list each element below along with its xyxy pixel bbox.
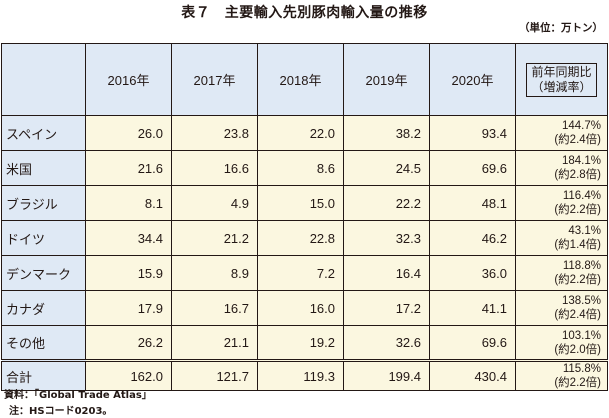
ratio-cell: 115.8% (約2.2倍) bbox=[515, 359, 608, 391]
origin-label: カナダ bbox=[1, 290, 86, 326]
ratio-percent: 184.1% bbox=[561, 155, 601, 167]
ratio-header-line2: （増減率） bbox=[531, 79, 592, 94]
origin-label: その他 bbox=[1, 325, 86, 361]
ratio-multiple: (約2.4倍) bbox=[554, 309, 601, 321]
unit-label: （単位：万トン） bbox=[519, 22, 603, 34]
volume-cell: 32.3 bbox=[343, 220, 430, 256]
ratio-multiple: (約2.2倍) bbox=[554, 204, 601, 216]
year-header: 2020年 bbox=[429, 43, 516, 116]
volume-cell: 46.2 bbox=[429, 220, 516, 256]
volume-cell: 121.7 bbox=[171, 359, 258, 391]
volume-cell: 69.6 bbox=[429, 150, 516, 186]
ratio-header-box: 前年同期比 （増減率） bbox=[526, 62, 597, 97]
ratio-cell: 43.1% (約1.4倍) bbox=[515, 220, 608, 256]
volume-cell: 7.2 bbox=[257, 255, 344, 291]
volume-cell: 8.9 bbox=[171, 255, 258, 291]
origin-label: 米国 bbox=[1, 150, 86, 186]
pork-import-table: 2016年 2017年 2018年 2019年 2020年 前年同期比 （増減率… bbox=[1, 43, 608, 391]
volume-cell: 17.9 bbox=[85, 290, 172, 326]
ratio-percent: 103.1% bbox=[561, 329, 601, 342]
volume-cell: 19.2 bbox=[257, 325, 344, 361]
ratio-multiple: (約2.4倍) bbox=[554, 134, 601, 146]
year-header: 2019年 bbox=[343, 43, 430, 116]
volume-cell: 22.8 bbox=[257, 220, 344, 256]
volume-cell: 199.4 bbox=[343, 359, 430, 391]
volume-cell: 21.1 bbox=[171, 325, 258, 361]
ratio-multiple: (約2.2倍) bbox=[554, 274, 601, 286]
hs-code-note: 注：HSコード0203。 bbox=[9, 406, 113, 417]
ratio-percent: 118.8% bbox=[562, 260, 601, 272]
volume-cell: 430.4 bbox=[429, 359, 516, 391]
volume-cell: 21.2 bbox=[171, 220, 258, 256]
ratio-cell: 103.1% (約2.0倍) bbox=[515, 325, 608, 361]
volume-cell: 93.4 bbox=[429, 115, 516, 151]
year-header: 2016年 bbox=[85, 43, 172, 116]
ratio-cell: 184.1% (約2.8倍) bbox=[515, 150, 608, 186]
table-row: スペイン 26.0 23.8 22.0 38.2 93.4 144.7% (約2.4倍) bbox=[1, 115, 608, 151]
ratio-percent: 116.4% bbox=[562, 190, 601, 202]
volume-cell: 48.1 bbox=[429, 185, 516, 221]
volume-cell: 26.2 bbox=[85, 325, 172, 361]
volume-cell: 69.6 bbox=[429, 325, 516, 361]
origin-label: ブラジル bbox=[1, 185, 86, 221]
volume-cell: 8.6 bbox=[257, 150, 344, 186]
ratio-multiple: (約2.0倍) bbox=[554, 343, 601, 356]
header-row: 2016年 2017年 2018年 2019年 2020年 前年同期比 （増減率… bbox=[1, 43, 608, 116]
volume-cell: 22.2 bbox=[343, 185, 430, 221]
ratio-cell: 116.4% (約2.2倍) bbox=[515, 185, 608, 221]
volume-cell: 21.6 bbox=[85, 150, 172, 186]
ratio-multiple: (約2.2倍) bbox=[554, 377, 601, 389]
volume-cell: 22.0 bbox=[257, 115, 344, 151]
volume-cell: 34.4 bbox=[85, 220, 172, 256]
volume-cell: 15.9 bbox=[85, 255, 172, 291]
volume-cell: 17.2 bbox=[343, 290, 430, 326]
volume-cell: 4.9 bbox=[171, 185, 258, 221]
ratio-multiple: (約2.8倍) bbox=[554, 169, 601, 181]
volume-cell: 41.1 bbox=[429, 290, 516, 326]
origin-label: デンマーク bbox=[1, 255, 86, 291]
volume-cell: 15.0 bbox=[257, 185, 344, 221]
year-header: 2017年 bbox=[171, 43, 258, 116]
ratio-percent: 115.8% bbox=[562, 363, 601, 375]
year-header: 2018年 bbox=[257, 43, 344, 116]
volume-cell: 16.4 bbox=[343, 255, 430, 291]
ratio-header-line1: 前年同期比 bbox=[531, 64, 592, 79]
corner-cell bbox=[1, 43, 86, 116]
table-row: カナダ 17.9 16.7 16.0 17.2 41.1 138.5% (約2.4倍) bbox=[1, 290, 608, 326]
volume-cell: 23.8 bbox=[171, 115, 258, 151]
ratio-header: 前年同期比 （増減率） bbox=[515, 43, 608, 116]
ratio-multiple: (約1.4倍) bbox=[554, 239, 601, 251]
origin-label: 合計 bbox=[1, 359, 86, 391]
table-row: ドイツ 34.4 21.2 22.8 32.3 46.2 43.1% (約1.4倍) bbox=[1, 220, 608, 256]
table-row: 米国 21.6 16.6 8.6 24.5 69.6 184.1% (約2.8倍) bbox=[1, 150, 608, 186]
origin-label: ドイツ bbox=[1, 220, 86, 256]
volume-cell: 36.0 bbox=[429, 255, 516, 291]
volume-cell: 26.0 bbox=[85, 115, 172, 151]
volume-cell: 16.7 bbox=[171, 290, 258, 326]
volume-cell: 32.6 bbox=[343, 325, 430, 361]
volume-cell: 16.0 bbox=[257, 290, 344, 326]
table-row: デンマーク 15.9 8.9 7.2 16.4 36.0 118.8% (約2.2倍) bbox=[1, 255, 608, 291]
volume-cell: 119.3 bbox=[257, 359, 344, 391]
ratio-percent: 138.5% bbox=[561, 295, 601, 307]
table-row: ブラジル 8.1 4.9 15.0 22.2 48.1 116.4% (約2.2倍) bbox=[1, 185, 608, 221]
ratio-cell: 118.8% (約2.2倍) bbox=[515, 255, 608, 291]
origin-label: スペイン bbox=[1, 115, 86, 151]
volume-cell: 24.5 bbox=[343, 150, 430, 186]
table-row: 合計 162.0 121.7 119.3 199.4 430.4 115.8% (約2.2倍) bbox=[1, 359, 608, 391]
source-note: 資料：「Global Trade Atlas」 bbox=[4, 390, 152, 401]
ratio-percent: 144.7% bbox=[561, 120, 601, 132]
ratio-percent: 43.1% bbox=[568, 225, 601, 237]
volume-cell: 8.1 bbox=[85, 185, 172, 221]
volume-cell: 38.2 bbox=[343, 115, 430, 151]
table-title: 表７ 主要輸入先別豚肉輸入量の推移 bbox=[181, 5, 428, 21]
ratio-cell: 144.7% (約2.4倍) bbox=[515, 115, 608, 151]
table-row: その他 26.2 21.1 19.2 32.6 69.6 103.1% (約2.0倍) bbox=[1, 325, 608, 361]
volume-cell: 16.6 bbox=[171, 150, 258, 186]
ratio-cell: 138.5% (約2.4倍) bbox=[515, 290, 608, 326]
